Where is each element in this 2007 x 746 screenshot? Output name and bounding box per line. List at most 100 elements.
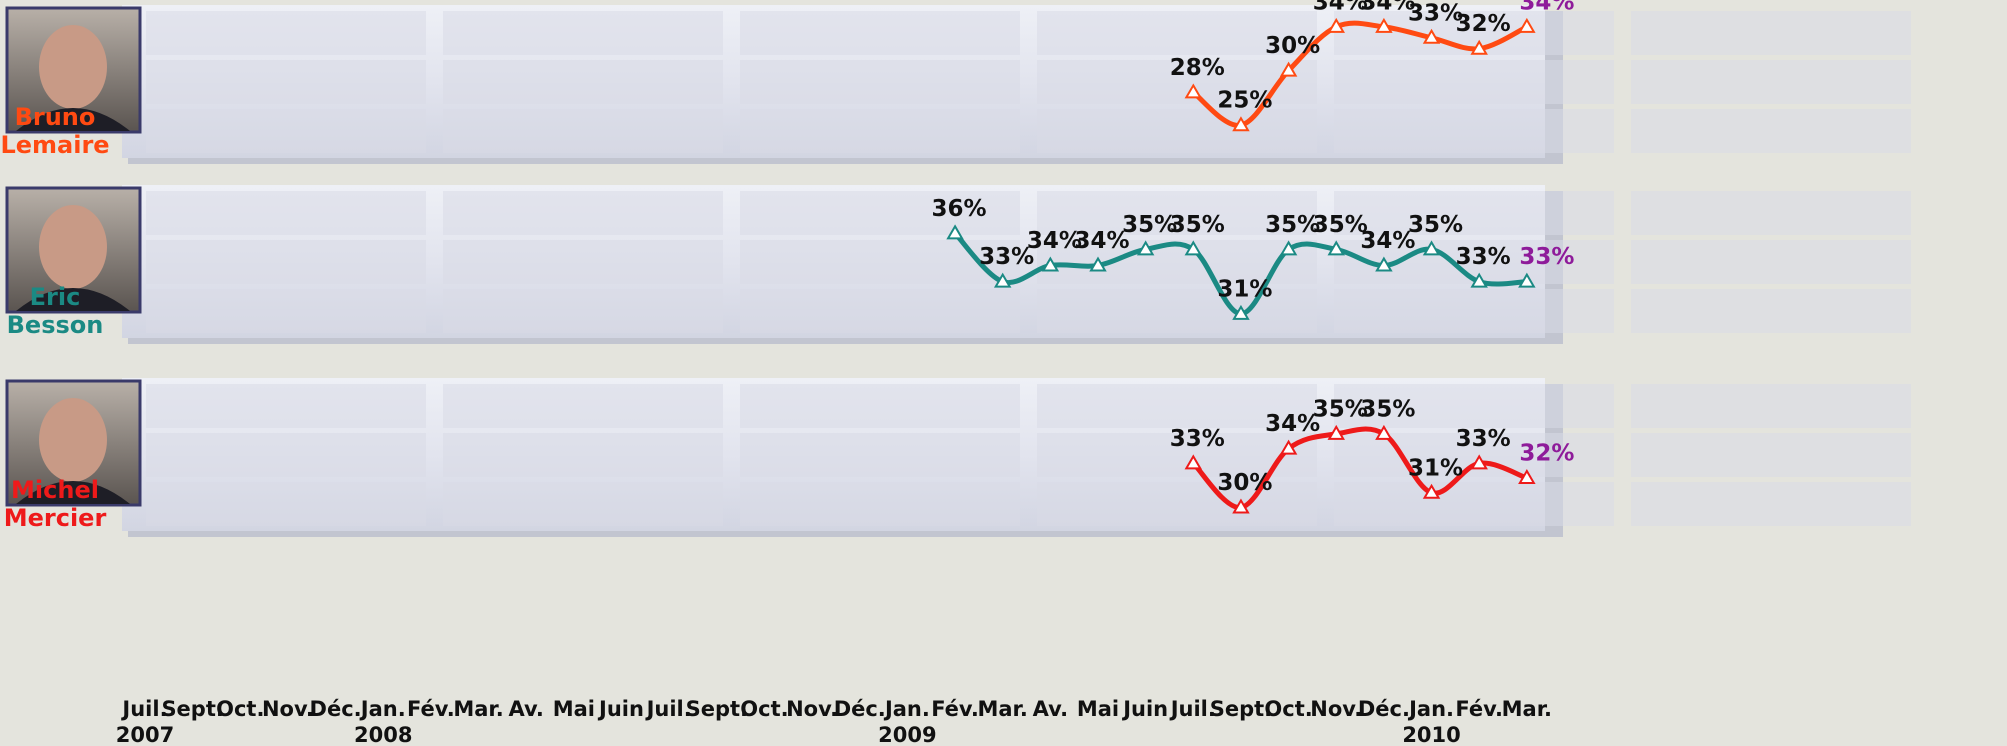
portrait-body — [16, 108, 130, 131]
x-tick-label: Oct. — [216, 697, 264, 721]
panel-tile — [146, 384, 426, 428]
panel-tile — [146, 482, 426, 526]
data-label: 34% — [1519, 0, 1574, 15]
data-label: 35% — [1122, 212, 1177, 238]
panel-tile — [1631, 191, 1911, 235]
marker — [1279, 61, 1298, 77]
marker — [1041, 256, 1060, 272]
x-tick-label: Mar. — [1502, 697, 1552, 721]
panel-tile — [1037, 384, 1317, 428]
x-tick-label: Sept. — [161, 697, 223, 721]
panel-tile — [443, 433, 723, 477]
marker — [1327, 17, 1345, 33]
marker — [1184, 240, 1203, 256]
panel-tile — [146, 11, 426, 55]
x-year-label: 2009 — [878, 723, 936, 746]
x-tick-label: Mar. — [453, 697, 503, 721]
marker — [1470, 39, 1488, 55]
x-tick-label: Nov. — [786, 697, 838, 721]
data-label: 30% — [1265, 33, 1320, 59]
marker — [1089, 256, 1107, 272]
panel-tile — [1631, 60, 1911, 104]
panel-tile — [1631, 109, 1911, 153]
x-tick-label: Jan. — [359, 697, 406, 721]
x-tick-label: Fév. — [931, 697, 979, 721]
panel-tile — [1334, 482, 1614, 526]
portrait-body — [16, 288, 130, 311]
x-tick-label: Juin — [1121, 697, 1168, 721]
panel-tile — [1334, 433, 1614, 477]
data-label: 34% — [1313, 0, 1368, 15]
panel-tile — [146, 240, 426, 284]
marker — [1375, 256, 1393, 272]
data-label: 33% — [1456, 244, 1511, 270]
panel-tile — [146, 289, 426, 333]
panel-tile — [740, 11, 1020, 55]
marker — [1279, 240, 1298, 256]
x-tick-label: Oct. — [1264, 697, 1312, 721]
x-tick-label: Nov. — [262, 697, 314, 721]
x-tick-label: Jan. — [883, 697, 930, 721]
panel-tile — [1037, 109, 1317, 153]
panel-tile — [443, 384, 723, 428]
panel-tile — [1334, 384, 1614, 428]
panel-tile — [146, 60, 426, 104]
data-label: 30% — [1217, 470, 1272, 496]
marker — [946, 224, 964, 240]
marker — [1518, 17, 1536, 33]
data-label: 34% — [1074, 228, 1129, 254]
marker — [1184, 83, 1203, 99]
marker — [1279, 439, 1298, 455]
data-label: 32% — [1519, 441, 1574, 467]
x-tick-label: Mar. — [977, 697, 1027, 721]
x-year-label: 2010 — [1402, 723, 1460, 746]
panel-tile — [443, 289, 723, 333]
portrait-face — [39, 398, 107, 482]
data-label: 33% — [1170, 426, 1225, 452]
marker — [1232, 116, 1250, 132]
data-label: 34% — [1360, 228, 1415, 254]
portrait-face — [39, 205, 107, 289]
panel-tile — [1631, 11, 1911, 55]
data-label: 35% — [1360, 396, 1415, 422]
panel-tile — [1631, 433, 1911, 477]
data-label: 34% — [1027, 228, 1082, 254]
data-label: 31% — [1408, 455, 1463, 481]
marker — [1470, 454, 1488, 470]
marker — [1375, 17, 1393, 33]
marker — [1375, 424, 1393, 440]
marker — [1232, 498, 1250, 514]
panel-tile — [740, 482, 1020, 526]
marker — [1184, 454, 1203, 470]
marker — [1518, 469, 1536, 485]
x-tick-label: Sept. — [1210, 697, 1272, 721]
data-label: 31% — [1217, 276, 1272, 302]
portrait-face — [39, 25, 107, 109]
marker — [1470, 272, 1488, 288]
panel-tile — [146, 191, 426, 235]
x-tick-label: Mai — [553, 697, 595, 721]
marker — [1136, 240, 1155, 256]
x-tick-label: Déc. — [310, 697, 362, 721]
panel-tile — [443, 11, 723, 55]
data-label: 33% — [1456, 426, 1511, 452]
x-tick-label: Jan. — [1407, 697, 1454, 721]
data-label: 35% — [1408, 212, 1463, 238]
series-name: Eric Besson — [7, 283, 104, 339]
x-tick-label: Déc. — [834, 697, 886, 721]
panel-tile — [740, 289, 1020, 333]
x-year-label: 2007 — [116, 723, 174, 746]
series-name: Bruno Lemaire — [0, 103, 109, 159]
panel-tile — [1037, 191, 1317, 235]
data-label: 33% — [979, 244, 1034, 270]
panel-tile — [740, 240, 1020, 284]
panel-tile — [1631, 384, 1911, 428]
marker — [1518, 272, 1536, 288]
marker — [1422, 28, 1441, 44]
x-tick-label: Déc. — [1358, 697, 1410, 721]
x-tick-label: Fév. — [407, 697, 455, 721]
x-tick-label: Nov. — [1310, 697, 1362, 721]
data-label: 28% — [1170, 55, 1225, 81]
